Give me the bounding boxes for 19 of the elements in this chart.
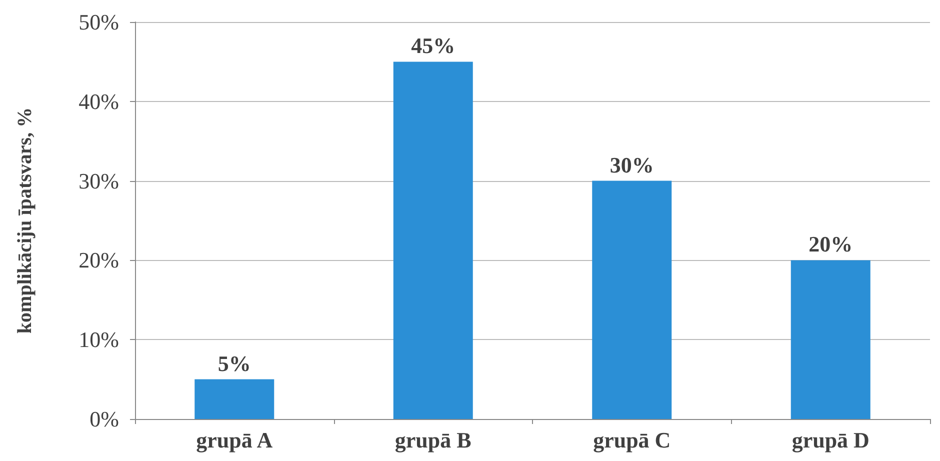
data-label: 45% bbox=[411, 33, 456, 58]
bar bbox=[393, 62, 473, 419]
x-tick-label: grupā D bbox=[792, 428, 870, 452]
y-tick-label: 10% bbox=[78, 327, 119, 352]
x-tick-label: grupā B bbox=[394, 428, 472, 452]
y-tick-label: 50% bbox=[78, 10, 119, 34]
x-tick-label: grupā C bbox=[593, 428, 671, 452]
x-tick-label: grupā A bbox=[196, 428, 273, 452]
y-tick-label: 0% bbox=[90, 406, 119, 432]
data-label: 30% bbox=[610, 152, 654, 178]
data-label: 20% bbox=[808, 232, 853, 257]
y-axis-title: komplikāciju īpatsvars, % bbox=[14, 107, 36, 334]
bar bbox=[194, 379, 274, 419]
y-tick-label: 40% bbox=[78, 88, 119, 114]
bar bbox=[790, 260, 870, 419]
y-tick-label: 30% bbox=[78, 168, 119, 194]
y-tick-label: 20% bbox=[78, 248, 119, 273]
bar bbox=[592, 180, 672, 419]
data-label: 5% bbox=[218, 350, 251, 376]
